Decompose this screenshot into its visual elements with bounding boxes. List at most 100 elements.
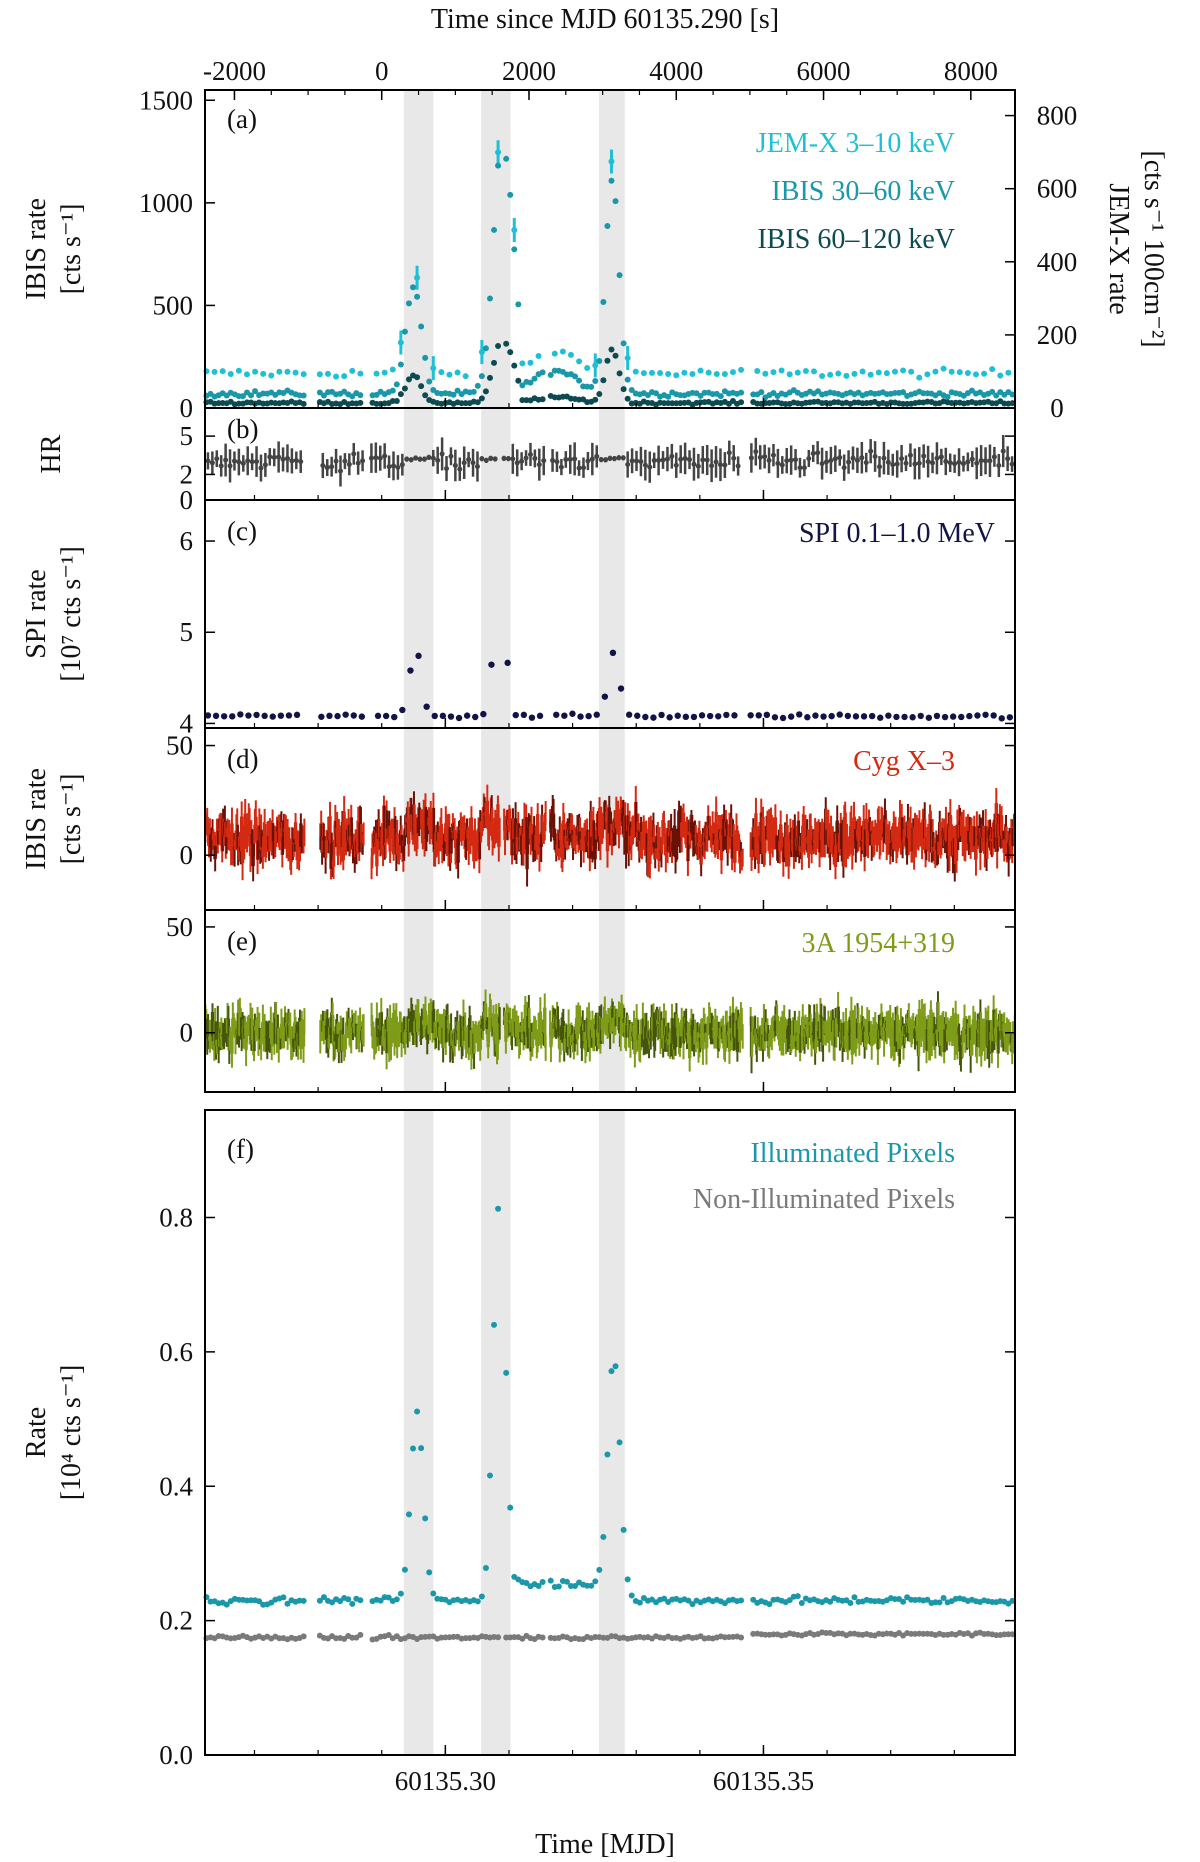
data-point bbox=[373, 370, 380, 377]
data-point bbox=[932, 368, 939, 375]
data-point bbox=[539, 369, 546, 376]
data-point bbox=[527, 359, 534, 366]
hr-point bbox=[859, 455, 865, 461]
data-point bbox=[940, 365, 947, 372]
data-point bbox=[478, 395, 485, 402]
data-point bbox=[819, 372, 826, 379]
data-point bbox=[454, 369, 461, 376]
data-point bbox=[491, 226, 498, 233]
spi-point bbox=[269, 713, 276, 720]
data-point bbox=[697, 392, 704, 399]
flare-shading bbox=[403, 90, 625, 1755]
spi-point bbox=[520, 711, 528, 719]
hr-point bbox=[284, 455, 290, 461]
data-point bbox=[349, 393, 356, 400]
data-point bbox=[754, 367, 761, 374]
spi-point bbox=[245, 712, 252, 719]
data-point bbox=[592, 377, 599, 384]
spi-point bbox=[504, 659, 511, 667]
hr-point bbox=[678, 456, 684, 462]
data-point bbox=[284, 368, 291, 375]
hr-point bbox=[872, 454, 878, 460]
data-point bbox=[576, 377, 583, 384]
data-point bbox=[551, 350, 558, 357]
spi-point bbox=[585, 712, 592, 720]
data-point bbox=[349, 367, 356, 374]
hr-point bbox=[236, 459, 242, 465]
spi-point bbox=[342, 711, 349, 718]
spi-point bbox=[593, 711, 600, 718]
hr-point bbox=[815, 450, 821, 456]
hr-point bbox=[262, 462, 268, 468]
spi-point bbox=[917, 712, 924, 720]
hr-point bbox=[554, 459, 560, 465]
hr-point bbox=[616, 455, 622, 461]
hr-point bbox=[907, 452, 913, 458]
hr-point bbox=[797, 465, 803, 471]
data-point bbox=[474, 399, 481, 406]
spi-point bbox=[998, 715, 1005, 722]
hr-point bbox=[775, 460, 781, 466]
data-point bbox=[239, 393, 246, 400]
data-point bbox=[624, 395, 631, 402]
data-point bbox=[689, 371, 696, 378]
data-point bbox=[956, 369, 963, 376]
data-point bbox=[450, 391, 457, 398]
data-point bbox=[657, 370, 664, 377]
spi-point bbox=[374, 712, 382, 720]
hr-point bbox=[713, 459, 719, 465]
data-point bbox=[948, 368, 955, 375]
spi-point bbox=[642, 713, 649, 721]
hr-point bbox=[421, 456, 427, 462]
data-point bbox=[300, 400, 307, 407]
spi-point bbox=[382, 712, 390, 720]
data-point bbox=[539, 396, 546, 403]
hr-point bbox=[240, 460, 246, 466]
data-point bbox=[243, 371, 250, 378]
data-point bbox=[462, 373, 469, 380]
spi-point bbox=[318, 713, 325, 720]
hr-point bbox=[664, 456, 670, 462]
hr-point bbox=[634, 458, 640, 464]
hr-point bbox=[611, 456, 617, 462]
data-layer bbox=[203, 140, 1016, 1643]
data-point bbox=[219, 368, 226, 375]
spi-point bbox=[755, 712, 762, 719]
hr-point bbox=[779, 462, 785, 468]
data-point bbox=[252, 368, 259, 375]
hr-point bbox=[271, 454, 277, 460]
hr-point bbox=[377, 455, 383, 461]
data-point bbox=[418, 383, 425, 390]
spi-point bbox=[674, 712, 681, 719]
hr-point bbox=[351, 451, 357, 457]
spi-point bbox=[358, 713, 366, 720]
data-point bbox=[418, 323, 425, 330]
hr-point bbox=[373, 455, 379, 461]
hr-point bbox=[832, 456, 838, 462]
data-point bbox=[908, 368, 915, 375]
spi-point bbox=[391, 713, 398, 721]
data-point bbox=[608, 346, 615, 353]
data-point bbox=[357, 392, 364, 399]
hr-point bbox=[762, 454, 768, 460]
spi-point bbox=[698, 712, 706, 719]
hr-point bbox=[492, 456, 498, 462]
hr-point bbox=[572, 456, 578, 462]
hr-point bbox=[770, 452, 776, 458]
data-point bbox=[600, 298, 607, 305]
hr-point bbox=[660, 457, 666, 463]
hr-point bbox=[695, 463, 701, 469]
flare-shade-3-a bbox=[598, 90, 625, 408]
spi-point bbox=[617, 685, 625, 692]
hr-point bbox=[444, 466, 450, 472]
hr-point bbox=[249, 459, 255, 465]
hr-point bbox=[903, 460, 909, 466]
spi-point bbox=[966, 712, 973, 720]
hr-point bbox=[669, 453, 675, 459]
data-point bbox=[519, 360, 526, 367]
data-point bbox=[559, 348, 566, 355]
data-point bbox=[527, 379, 534, 386]
hr-point bbox=[391, 463, 397, 469]
hr-point bbox=[382, 453, 388, 459]
data-point bbox=[802, 367, 809, 374]
